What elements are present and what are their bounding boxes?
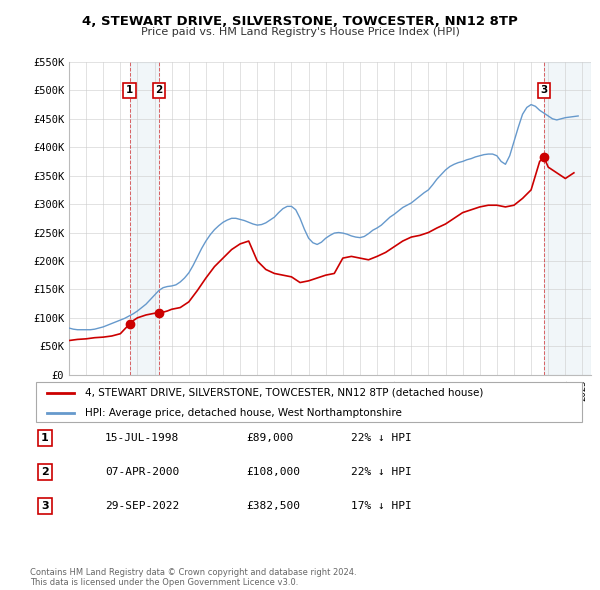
Text: 15-JUL-1998: 15-JUL-1998 — [105, 433, 179, 442]
Text: 07-APR-2000: 07-APR-2000 — [105, 467, 179, 477]
Text: 1: 1 — [126, 86, 133, 96]
Text: 22% ↓ HPI: 22% ↓ HPI — [351, 467, 412, 477]
Text: 17% ↓ HPI: 17% ↓ HPI — [351, 502, 412, 511]
Bar — [130, 62, 159, 375]
Text: £382,500: £382,500 — [246, 502, 300, 511]
Text: 4, STEWART DRIVE, SILVERSTONE, TOWCESTER, NN12 8TP (detached house): 4, STEWART DRIVE, SILVERSTONE, TOWCESTER… — [85, 388, 484, 398]
Text: 2: 2 — [155, 86, 163, 96]
Text: 3: 3 — [541, 86, 548, 96]
Text: HPI: Average price, detached house, West Northamptonshire: HPI: Average price, detached house, West… — [85, 408, 402, 418]
Text: Contains HM Land Registry data © Crown copyright and database right 2024.
This d: Contains HM Land Registry data © Crown c… — [30, 568, 356, 587]
Text: 3: 3 — [41, 502, 49, 511]
Bar — [544, 62, 591, 375]
Text: 1: 1 — [41, 433, 49, 442]
Text: 4, STEWART DRIVE, SILVERSTONE, TOWCESTER, NN12 8TP: 4, STEWART DRIVE, SILVERSTONE, TOWCESTER… — [82, 15, 518, 28]
Text: £89,000: £89,000 — [246, 433, 293, 442]
Text: 2: 2 — [41, 467, 49, 477]
Text: £108,000: £108,000 — [246, 467, 300, 477]
Text: 22% ↓ HPI: 22% ↓ HPI — [351, 433, 412, 442]
Text: Price paid vs. HM Land Registry's House Price Index (HPI): Price paid vs. HM Land Registry's House … — [140, 27, 460, 37]
Text: 29-SEP-2022: 29-SEP-2022 — [105, 502, 179, 511]
